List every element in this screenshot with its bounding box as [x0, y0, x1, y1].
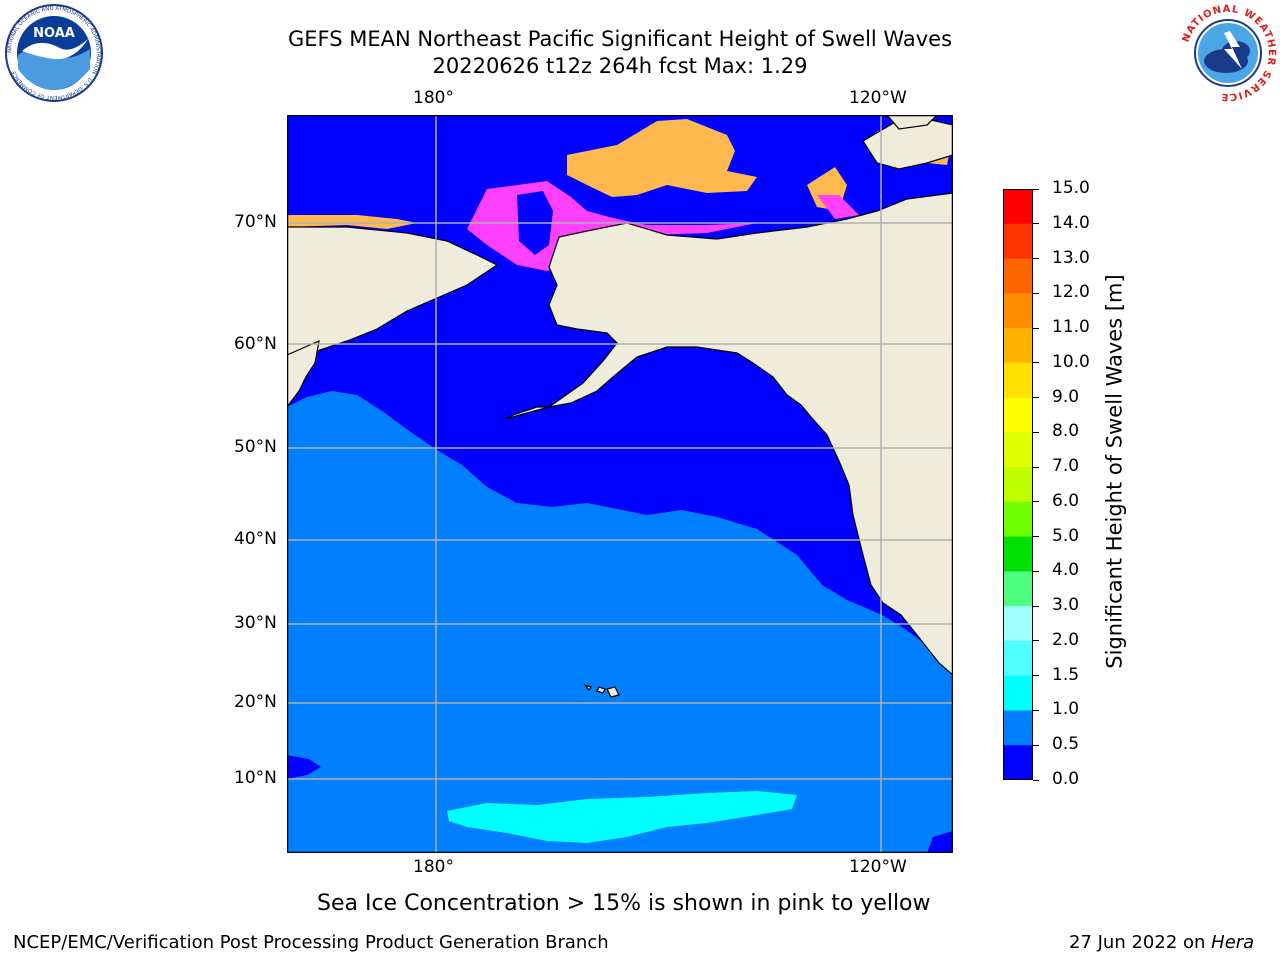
colorbar-tick-mark	[1033, 466, 1039, 468]
chart-title: GEFS MEAN Northeast Pacific Significant …	[287, 27, 953, 51]
colorbar-tick-label: 1.0	[1052, 699, 1080, 720]
colorbar-segment	[1003, 258, 1033, 294]
colorbar-tick-label: 13.0	[1052, 247, 1090, 268]
lat-label-70n: 70°N	[234, 212, 277, 232]
map-panel	[287, 115, 953, 853]
colorbar-segment	[1003, 362, 1033, 399]
colorbar-tick-label: 4.0	[1052, 560, 1080, 581]
colorbar-tick-label: 8.0	[1052, 421, 1080, 442]
colorbar-tick-mark	[1033, 501, 1039, 503]
colorbar-segment	[1003, 328, 1033, 364]
colorbar-segment	[1003, 501, 1033, 538]
lon-label-top-120w: 120°W	[849, 88, 907, 108]
colorbar-tick-mark	[1033, 709, 1039, 711]
colorbar-segment	[1003, 397, 1033, 433]
lat-label-20n: 20°N	[234, 692, 277, 712]
colorbar-segment	[1003, 710, 1033, 746]
colorbar-segment	[1003, 432, 1033, 468]
colorbar-tick-mark	[1033, 779, 1039, 781]
colorbar-tick-mark	[1033, 223, 1039, 225]
land-north-america	[548, 192, 953, 676]
lon-label-bottom-120w: 120°W	[849, 857, 907, 877]
colorbar-tick-mark	[1033, 605, 1039, 607]
lat-label-30n: 30°N	[234, 613, 277, 633]
colorbar-tick-label: 3.0	[1052, 595, 1080, 616]
colorbar-tick-label: 11.0	[1052, 317, 1090, 338]
colorbar-tick-mark	[1033, 570, 1039, 572]
colorbar-segment	[1003, 640, 1033, 677]
colorbar-tick-label: 0.5	[1052, 734, 1080, 755]
colorbar	[1003, 189, 1033, 780]
colorbar-tick-mark	[1033, 327, 1039, 329]
colorbar-tick-label: 1.5	[1052, 664, 1080, 685]
colorbar-tick-mark	[1033, 292, 1039, 294]
colorbar-tick-mark	[1033, 362, 1039, 364]
noaa-logo-text: NOAA	[33, 26, 75, 41]
colorbar-segment	[1003, 675, 1033, 711]
colorbar-tick-mark	[1033, 640, 1039, 642]
colorbar-tick-label: 14.0	[1052, 212, 1090, 233]
lon-label-bottom-180: 180°	[413, 857, 454, 877]
colorbar-tick-label: 6.0	[1052, 490, 1080, 511]
colorbar-tick-mark	[1033, 258, 1039, 260]
colorbar-tick-label: 9.0	[1052, 386, 1080, 407]
footer-branch: NCEP/EMC/Verification Post Processing Pr…	[13, 932, 609, 953]
lat-label-40n: 40°N	[234, 529, 277, 549]
sea-ice-region	[567, 119, 757, 197]
colorbar-tick-label: 12.0	[1052, 282, 1090, 303]
colorbar-tick-mark	[1033, 675, 1039, 677]
chart-subtitle: 20220626 t12z 264h fcst Max: 1.29	[432, 54, 808, 78]
colorbar-segment	[1003, 536, 1033, 572]
colorbar-segment	[1003, 745, 1033, 780]
footer-host: Hera	[1211, 932, 1255, 953]
lat-label-60n: 60°N	[234, 334, 277, 354]
swell-1.0-1.5-region	[447, 791, 797, 843]
colorbar-tick-label: 0.0	[1052, 769, 1080, 789]
colorbar-segment	[1003, 223, 1033, 260]
noaa-logo: NOAA NATIONAL OCEANIC AND ATMOSPHERIC AD…	[5, 4, 103, 102]
colorbar-tick-label: 10.0	[1052, 351, 1090, 372]
sea-ice-note: Sea Ice Concentration > 15% is shown in …	[317, 891, 931, 916]
colorbar-segment	[1003, 189, 1033, 225]
colorbar-label: Significant Height of Swell Waves [m]	[1102, 274, 1127, 669]
colorbar-tick-mark	[1033, 431, 1039, 433]
colorbar-tick-label: 7.0	[1052, 456, 1080, 477]
colorbar-segment	[1003, 606, 1033, 642]
graticule	[287, 115, 953, 853]
lat-label-10n: 10°N	[234, 768, 277, 788]
lat-label-50n: 50°N	[234, 437, 277, 457]
colorbar-tick-mark	[1033, 536, 1039, 538]
lon-label-top-180: 180°	[413, 88, 454, 108]
nws-logo: NATIONAL WEATHER SERVICE	[1180, 4, 1276, 102]
colorbar-tick-label: 15.0	[1052, 178, 1090, 198]
colorbar-tick-mark	[1033, 397, 1039, 399]
colorbar-tick-mark	[1033, 188, 1039, 190]
colorbar-segment	[1003, 571, 1033, 607]
colorbar-segment	[1003, 467, 1033, 503]
colorbar-tick-label: 5.0	[1052, 525, 1080, 546]
colorbar-tick-label: 2.0	[1052, 629, 1080, 650]
colorbar-segment	[1003, 293, 1033, 329]
colorbar-tick-mark	[1033, 744, 1039, 746]
footer-date: 27 Jun 2022 on Hera	[1069, 932, 1255, 953]
